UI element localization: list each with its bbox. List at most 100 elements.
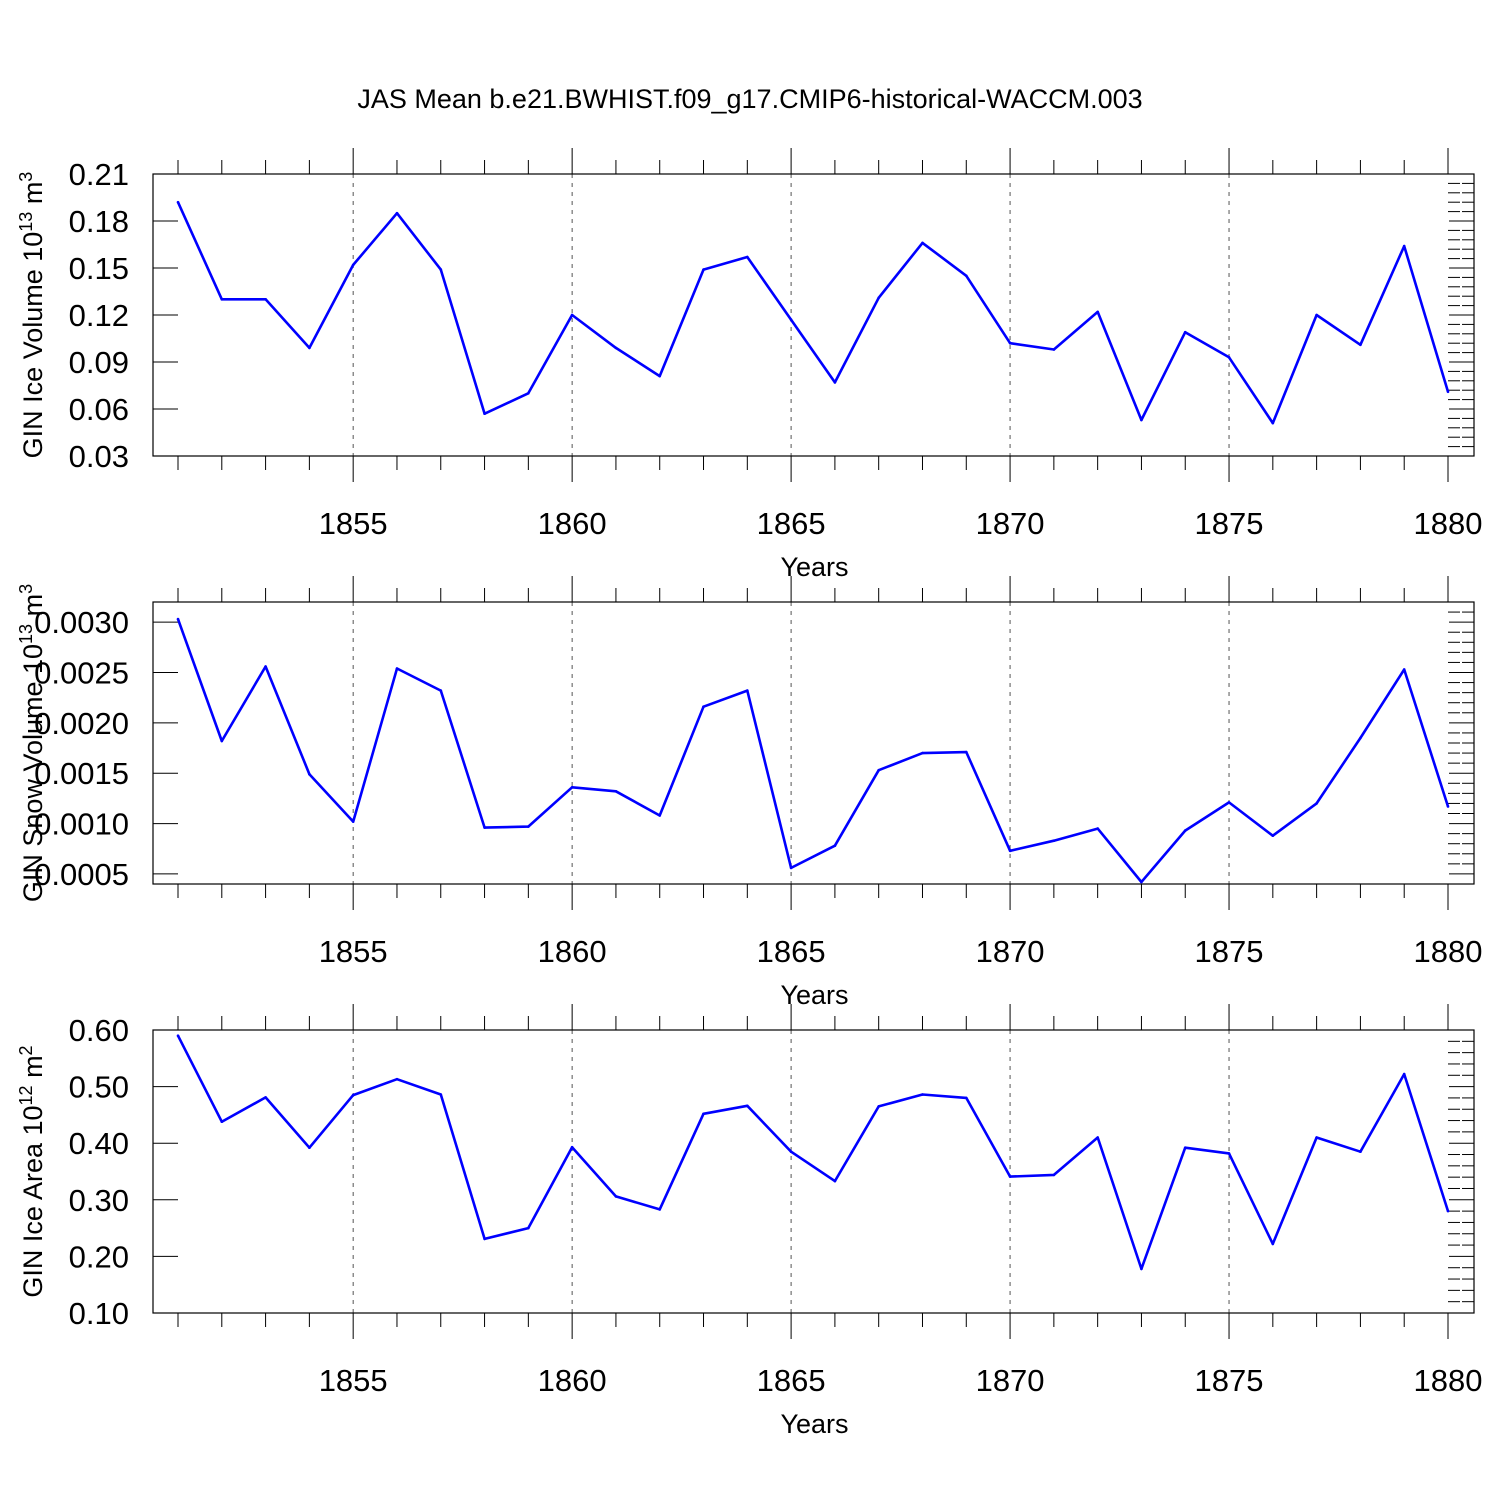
data-point — [1402, 1072, 1406, 1076]
y-axis-label-part: GIN Snow Volume 10 — [18, 644, 48, 902]
x-tick-label: 1875 — [1195, 506, 1264, 541]
x-tick-label: 1870 — [976, 934, 1045, 969]
data-point — [570, 1145, 574, 1149]
y-axis-label: GIN Ice Volume 1013 m3 — [16, 172, 48, 459]
chart-title: JAS Mean b.e21.BWHIST.f09_g17.CMIP6-hist… — [357, 84, 1143, 114]
data-point — [1402, 668, 1406, 671]
data-point — [965, 274, 968, 278]
data-point — [614, 346, 618, 350]
data-point — [921, 1093, 924, 1096]
x-tick-label: 1865 — [757, 1363, 826, 1398]
data-point — [1052, 1173, 1056, 1177]
y-tick-label: 0.0010 — [34, 807, 129, 842]
data-point — [395, 211, 399, 215]
plot-frame — [152, 1029, 1475, 1314]
y-tick-label: 0.10 — [69, 1296, 129, 1331]
data-point — [614, 790, 618, 793]
data-point — [1008, 849, 1012, 853]
x-tick-label: 1860 — [538, 934, 607, 969]
data-point — [439, 268, 443, 271]
data-point — [833, 844, 837, 847]
x-tick-label: 1865 — [757, 506, 826, 541]
data-point — [570, 786, 574, 789]
panel-2: 0.0005 0.0010 0.0015 0.0020 0.0025 0.0030 1855… — [16, 576, 1482, 1010]
x-axis-label: Years — [780, 1409, 848, 1439]
y-tick-label: 0.18 — [69, 204, 129, 239]
y-tick-label: 0.0020 — [34, 706, 129, 741]
data-point — [176, 617, 180, 621]
data-point — [658, 1208, 661, 1211]
data-point — [833, 381, 837, 384]
x-axis-label: Years — [780, 980, 848, 1010]
y-tick-label: 0.30 — [69, 1183, 129, 1218]
x-tick-label: 1860 — [538, 506, 607, 541]
data-point — [1402, 244, 1406, 248]
data-point — [1227, 356, 1231, 359]
data-point — [702, 705, 705, 708]
data-point — [527, 825, 530, 828]
data-point — [220, 1120, 224, 1123]
y-tick-label: 0.20 — [69, 1239, 129, 1274]
data-point — [746, 1104, 749, 1108]
data-point — [1271, 1242, 1275, 1246]
y-tick-label: 0.0015 — [34, 756, 129, 791]
data-point — [1008, 1175, 1012, 1178]
data-point — [702, 1112, 705, 1116]
data-point — [1359, 1150, 1362, 1153]
y-tick-label: 0.40 — [69, 1126, 129, 1161]
y-tick-label: 0.0025 — [34, 656, 129, 691]
y-tick-label: 0.03 — [69, 439, 129, 474]
x-tick-label: 1855 — [319, 1363, 388, 1398]
data-point — [1271, 834, 1275, 837]
data-point — [1446, 1209, 1450, 1213]
y-tick-label: 0.09 — [69, 345, 129, 380]
y-axis-label-part: m — [18, 594, 48, 624]
data-point — [614, 1195, 618, 1198]
y-axis-label: GIN Snow Volume 1013 m3 — [16, 584, 48, 902]
data-point — [1315, 1136, 1318, 1139]
plot-frame — [152, 601, 1475, 885]
data-point — [1446, 390, 1450, 394]
series-line — [176, 201, 1450, 425]
data-point — [1096, 310, 1099, 314]
data-point — [789, 866, 793, 870]
y-tick-label: 0.06 — [69, 392, 129, 427]
y-tick-label: 0.0030 — [34, 605, 129, 640]
data-point — [264, 298, 267, 301]
data-point — [220, 298, 224, 301]
data-point — [395, 1077, 399, 1081]
y-axis-label-part: m — [18, 182, 48, 212]
data-point — [308, 346, 311, 350]
data-point — [702, 268, 705, 271]
data-point — [1140, 880, 1143, 884]
data-point — [483, 826, 486, 829]
data-point — [789, 318, 793, 322]
panel-3: 0.10 0.20 0.30 0.40 0.50 0.60 1855 1860 1865 1870… — [16, 1004, 1482, 1439]
data-point — [746, 689, 749, 692]
data-point — [746, 255, 749, 259]
data-point — [351, 820, 355, 823]
y-axis-label-superscript: 13 — [16, 212, 36, 232]
x-tick-label: 1875 — [1195, 1363, 1264, 1398]
data-point — [1183, 1146, 1187, 1149]
data-point — [789, 1150, 793, 1153]
x-tick-label: 1860 — [538, 1363, 607, 1398]
data-point — [264, 665, 267, 668]
y-axis-label-part: GIN Ice Area 10 — [18, 1105, 48, 1297]
series-line — [176, 618, 1450, 884]
data-point — [877, 296, 880, 300]
data-point — [264, 1096, 267, 1099]
x-tick-label: 1880 — [1414, 934, 1483, 969]
data-point — [921, 241, 924, 245]
data-point — [1315, 313, 1318, 317]
data-point — [527, 1226, 530, 1230]
data-point — [877, 768, 880, 772]
y-tick-label: 0.60 — [69, 1013, 129, 1048]
y-tick-label: 0.12 — [69, 298, 129, 333]
y-axis-label: GIN Ice Area 1012 m2 — [16, 1045, 48, 1297]
data-point — [176, 1034, 180, 1037]
data-point — [527, 392, 530, 395]
y-axis-label-superscript: 12 — [16, 1085, 36, 1105]
data-point — [1446, 805, 1450, 808]
x-tick-label: 1880 — [1414, 1363, 1483, 1398]
